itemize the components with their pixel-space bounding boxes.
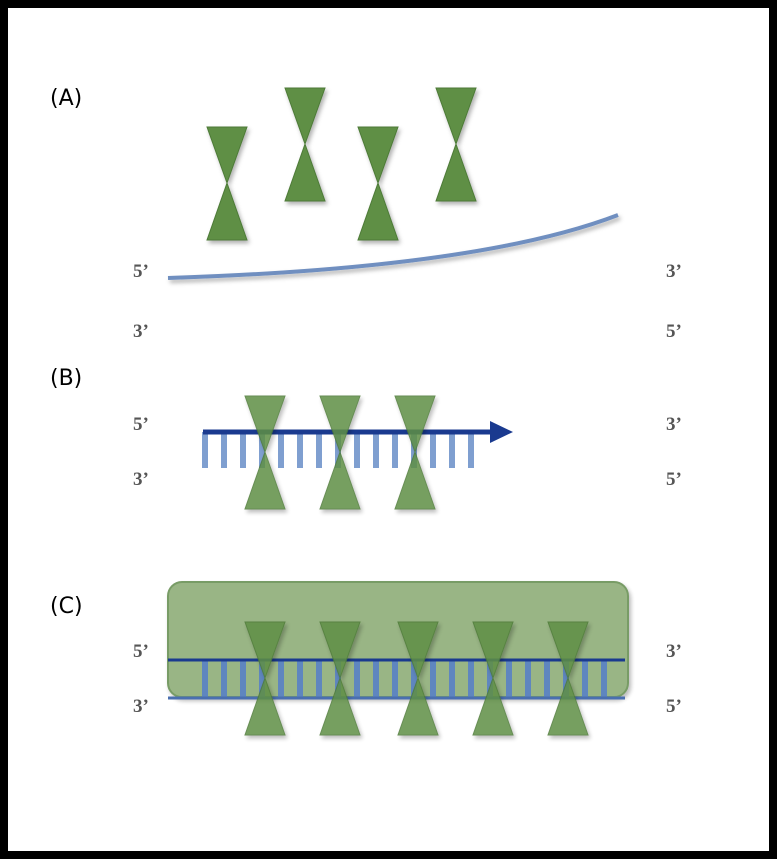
- end-label: 3’: [666, 261, 682, 282]
- base-pair: [430, 660, 436, 698]
- end-label: 5’: [133, 414, 149, 435]
- base-pair: [601, 660, 607, 698]
- base-pair: [297, 432, 303, 468]
- base-pair: [240, 432, 246, 468]
- end-label: 3’: [666, 414, 682, 435]
- base-pair: [468, 432, 474, 468]
- end-label: 5’: [133, 641, 149, 662]
- base-pair: [202, 432, 208, 468]
- end-label: 3’: [133, 696, 149, 717]
- base-pair: [278, 432, 284, 468]
- base-pair: [506, 660, 512, 698]
- end-label: 5’: [666, 321, 682, 342]
- base-pair: [297, 660, 303, 698]
- base-pair: [525, 660, 531, 698]
- base-pair: [392, 432, 398, 468]
- end-label: 5’: [666, 469, 682, 490]
- base-pair: [468, 660, 474, 698]
- base-pair: [221, 432, 227, 468]
- base-pair: [544, 660, 550, 698]
- base-pair: [392, 660, 398, 698]
- base-pair: [221, 660, 227, 698]
- base-pair: [354, 432, 360, 468]
- base-pair: [316, 432, 322, 468]
- panel-label: (A): [50, 86, 82, 111]
- base-pair: [430, 432, 436, 468]
- end-label: 5’: [666, 696, 682, 717]
- diagram: (A) 5’ 3’ 3’ 5’ (B) 5’ 3’ 3’ 5’ (C) 5’ 3…: [0, 0, 777, 859]
- base-pair: [582, 660, 588, 698]
- base-pair: [373, 660, 379, 698]
- end-label: 3’: [666, 641, 682, 662]
- base-pair: [240, 660, 246, 698]
- panel-label: (B): [50, 366, 82, 391]
- end-label: 5’: [133, 261, 149, 282]
- base-pair: [449, 660, 455, 698]
- base-pair: [449, 432, 455, 468]
- base-pair: [373, 432, 379, 468]
- page: (A) 5’ 3’ 3’ 5’ (B) 5’ 3’ 3’ 5’ (C) 5’ 3…: [0, 0, 777, 859]
- base-pair: [202, 660, 208, 698]
- end-label: 3’: [133, 321, 149, 342]
- base-pair: [354, 660, 360, 698]
- base-pair: [316, 660, 322, 698]
- panel-label: (C): [50, 594, 83, 619]
- base-pair: [278, 660, 284, 698]
- end-label: 3’: [133, 469, 149, 490]
